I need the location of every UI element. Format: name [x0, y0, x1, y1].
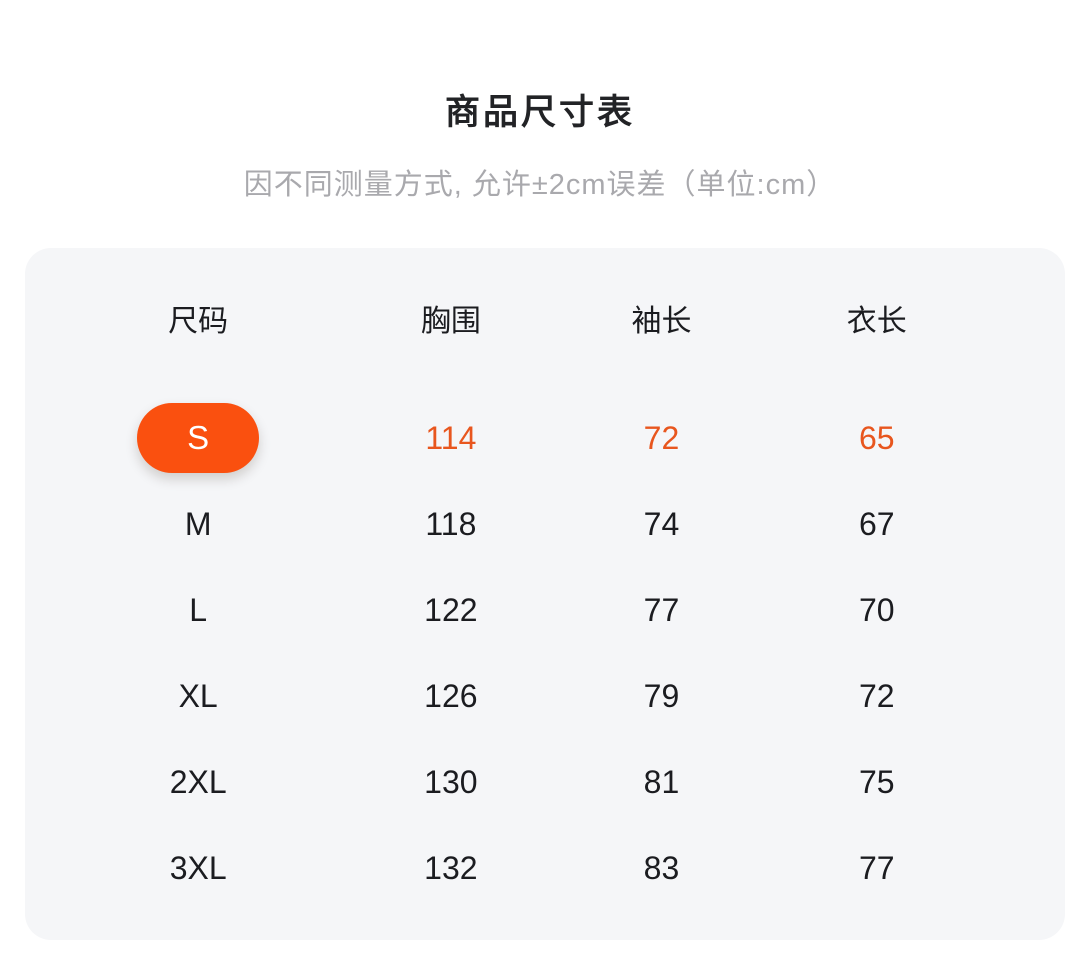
- size-cell: M: [25, 506, 371, 543]
- measurement-value: 72: [858, 677, 895, 714]
- table-row: XL 126 79 72: [25, 653, 961, 739]
- size-cell: XL: [25, 678, 371, 715]
- size-cell: 2XL: [25, 764, 371, 801]
- measurement-value: 79: [643, 677, 680, 714]
- column-header-size: 尺码: [168, 305, 229, 338]
- measurement-value: 114: [425, 419, 477, 456]
- measurement-value: 65: [858, 419, 895, 456]
- size-option[interactable]: 2XL: [169, 763, 227, 800]
- page-title: 商品尺寸表: [444, 93, 635, 132]
- table-body: S 114 72 65 M 118 74 67 L 122 77 70 XL 126 79 72 2XL 130 8…: [25, 395, 1065, 911]
- size-option[interactable]: L: [189, 591, 208, 628]
- measurement-value: 118: [425, 505, 477, 542]
- table-row: L 122 77 70: [25, 567, 961, 653]
- size-cell: L: [25, 592, 371, 629]
- measurement-value: 126: [424, 677, 478, 714]
- table-row: S 114 72 65: [25, 395, 961, 481]
- table-row: 2XL 130 81 75: [25, 739, 961, 825]
- column-header-sleeve: 袖长: [631, 305, 692, 338]
- measurement-value: 67: [858, 505, 895, 542]
- measurement-value: 70: [858, 591, 895, 628]
- measurement-value: 132: [424, 849, 478, 886]
- measurement-value: 122: [424, 591, 478, 628]
- page-subtitle: 因不同测量方式, 允许±2cm误差（单位:cm）: [243, 169, 837, 201]
- measurement-value: 77: [643, 591, 680, 628]
- size-option-selected[interactable]: S: [137, 403, 260, 473]
- measurement-value: 130: [424, 763, 478, 800]
- measurement-value: 77: [858, 849, 895, 886]
- column-header-length: 衣长: [846, 305, 907, 338]
- size-table-card: 尺码 胸围 袖长 衣长 S 114 72 65 M 118 74 67 L 122 77 70 XL 12…: [25, 248, 1065, 940]
- column-header-chest: 胸围: [420, 305, 481, 338]
- measurement-value: 74: [643, 505, 680, 542]
- size-option[interactable]: XL: [178, 677, 218, 714]
- table-row: M 118 74 67: [25, 481, 961, 567]
- size-option[interactable]: M: [184, 505, 212, 542]
- size-cell: 3XL: [25, 850, 371, 887]
- measurement-value: 81: [643, 763, 680, 800]
- size-option[interactable]: 3XL: [169, 849, 227, 886]
- size-cell: S: [25, 403, 371, 473]
- table-row: 3XL 132 83 77: [25, 825, 961, 911]
- measurement-value: 72: [643, 419, 680, 456]
- measurement-value: 83: [643, 849, 680, 886]
- measurement-value: 75: [858, 763, 895, 800]
- table-header-row: 尺码 胸围 袖长 衣长: [25, 276, 961, 360]
